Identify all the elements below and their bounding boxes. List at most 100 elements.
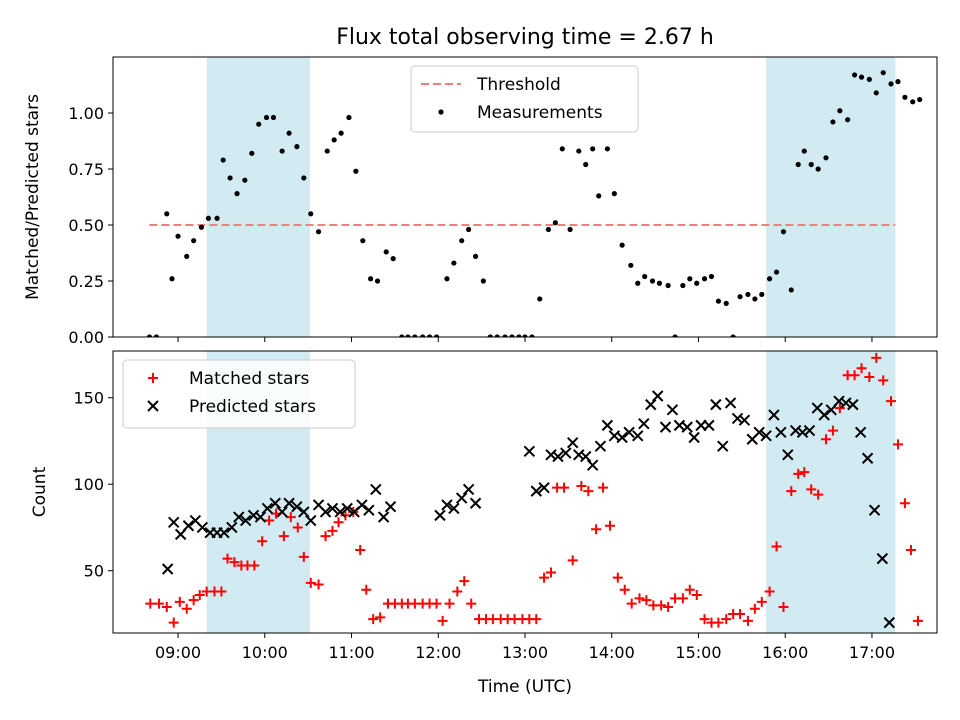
legend: Matched stars Predicted stars [122, 359, 356, 429]
data-point [249, 560, 260, 571]
data-point [612, 572, 623, 583]
data-point [688, 431, 700, 444]
x-tick-label: 10:00 [242, 643, 288, 662]
data-point [412, 334, 418, 337]
data-point [605, 520, 616, 531]
series-predicted-stars [161, 390, 896, 629]
data-point [431, 598, 442, 609]
data-point [315, 229, 322, 235]
data-point [214, 215, 220, 221]
data-point [375, 612, 386, 623]
data-point [153, 334, 159, 337]
data-point [324, 148, 330, 154]
plot-area [146, 70, 923, 337]
data-point [437, 615, 448, 626]
data-point [892, 439, 903, 450]
data-point [256, 121, 262, 127]
data-point [910, 99, 916, 105]
data-point [886, 396, 897, 407]
data-point [433, 334, 440, 337]
data-point [590, 146, 596, 152]
data-point [864, 371, 875, 382]
x-tick-label: 13:00 [502, 643, 548, 662]
data-point [229, 557, 240, 568]
data-point [161, 563, 174, 575]
data-point [459, 576, 470, 587]
data-point [580, 450, 592, 463]
data-point [552, 450, 564, 463]
x-axis-label: Time (UTC) [477, 677, 572, 697]
data-point [278, 531, 289, 542]
data-point [283, 497, 295, 509]
data-point [360, 238, 366, 244]
data-point [174, 596, 185, 607]
data-point [399, 334, 405, 337]
data-point [723, 300, 729, 306]
data-point [545, 449, 557, 461]
data-point [656, 600, 667, 611]
data-point [808, 161, 814, 168]
series-measurements [146, 70, 923, 337]
data-point [426, 334, 433, 337]
data-point [181, 603, 192, 614]
data-point [641, 595, 652, 606]
data-point [775, 426, 787, 439]
data-point [766, 276, 773, 282]
data-point [645, 398, 657, 411]
data-point [374, 278, 381, 284]
data-point [466, 598, 477, 609]
data-point [813, 489, 824, 500]
data-point [871, 352, 882, 363]
data-point [642, 273, 648, 280]
data-point [264, 515, 275, 526]
data-point [912, 615, 923, 626]
data-point [182, 520, 195, 532]
data-point [760, 430, 772, 442]
data-point [730, 334, 736, 337]
data-point [434, 509, 446, 522]
y-axis-label: Matched/Predicted stars [23, 94, 43, 300]
data-point [516, 334, 522, 337]
data-point [861, 452, 874, 464]
legend-box [122, 359, 356, 429]
data-point [301, 175, 307, 181]
data-point [169, 276, 175, 282]
data-point [635, 280, 641, 286]
legend-key [147, 400, 159, 412]
data-point [601, 419, 614, 432]
data-point [308, 211, 314, 217]
data-point [651, 390, 664, 402]
data-point [276, 506, 288, 518]
data-point [539, 572, 550, 583]
data-point [305, 514, 317, 527]
data-point [247, 509, 260, 522]
data-point [837, 108, 843, 114]
data-point [560, 447, 572, 459]
data-point [852, 72, 858, 78]
data-point [753, 426, 765, 439]
data-point [677, 593, 688, 604]
ratio-panel: 0.00 0.25 0.50 0.75 1.00 Matched/Predicted st… [23, 56, 938, 347]
data-point [279, 148, 285, 154]
data-point [731, 412, 744, 425]
data-point [462, 483, 475, 496]
data-point [847, 398, 859, 411]
data-point [899, 498, 910, 509]
data-point [880, 70, 886, 76]
data-point [448, 502, 460, 515]
legend-label: Matched stars [189, 369, 309, 389]
data-point [795, 161, 801, 168]
data-point [356, 499, 368, 511]
data-point [623, 426, 635, 439]
data-point [823, 155, 829, 161]
chart-title: Flux total observing time = 2.67 h [336, 25, 714, 50]
data-point [552, 220, 558, 226]
data-point [340, 510, 351, 521]
data-point [684, 584, 695, 595]
data-point [738, 414, 751, 426]
data-point [888, 81, 894, 87]
data-point [320, 531, 331, 542]
data-point [782, 449, 794, 461]
legend-key [148, 373, 158, 383]
data-point [735, 608, 746, 619]
